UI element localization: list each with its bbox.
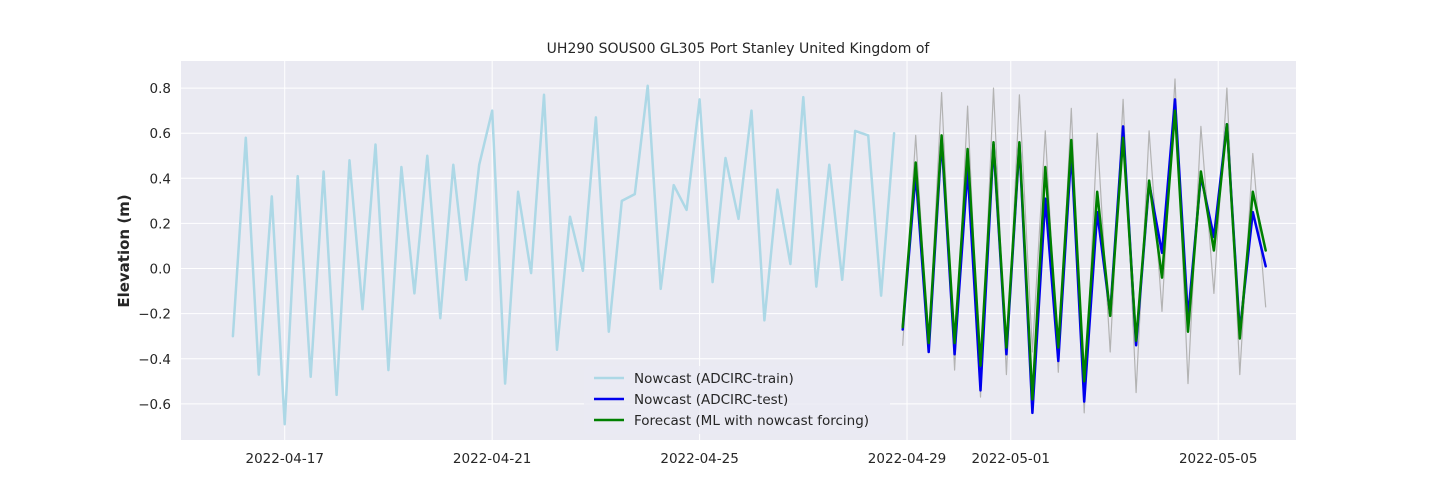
x-axis-ticks: 2022-04-17 2022-04-21 2022-04-25 2022-04-29…	[245, 451, 1257, 467]
y-tick-label: 0.4	[150, 171, 171, 187]
y-tick-label: 0.8	[150, 81, 171, 97]
y-tick-label: −0.6	[138, 397, 171, 413]
y-tick-label: 0.0	[150, 262, 171, 278]
series-line	[901, 109, 1267, 401]
y-tick-label: −0.4	[138, 352, 171, 368]
legend: Nowcast (ADCIRC-train) Nowcast (ADCIRC-te…	[584, 366, 890, 434]
y-tick-label: 0.6	[150, 126, 171, 142]
x-tick-label: 2022-04-21	[453, 451, 531, 467]
x-tick-label: 2022-04-25	[660, 451, 738, 467]
y-tick-label: 0.2	[150, 216, 171, 232]
legend-label: Nowcast (ADCIRC-train)	[634, 371, 794, 387]
y-axis-ticks: −0.6 −0.4 −0.2 0.0 0.2 0.4 0.6 0.8	[138, 81, 171, 413]
y-tick-label: −0.2	[138, 307, 171, 323]
x-tick-label: 2022-05-01	[972, 451, 1050, 467]
legend-label: Nowcast (ADCIRC-test)	[634, 392, 788, 408]
series-lines	[231, 78, 1267, 426]
series-line	[231, 84, 896, 426]
chart-title: UH290 SOUS00 GL305 Port Stanley United K…	[547, 41, 931, 57]
x-tick-label: 2022-04-17	[245, 451, 323, 467]
series-line	[902, 78, 1267, 414]
x-tick-label: 2022-04-29	[868, 451, 946, 467]
x-tick-label: 2022-05-05	[1179, 451, 1257, 467]
y-axis-label: Elevation (m)	[115, 194, 133, 307]
legend-box	[584, 366, 890, 434]
legend-label: Forecast (ML with nowcast forcing)	[634, 413, 869, 429]
